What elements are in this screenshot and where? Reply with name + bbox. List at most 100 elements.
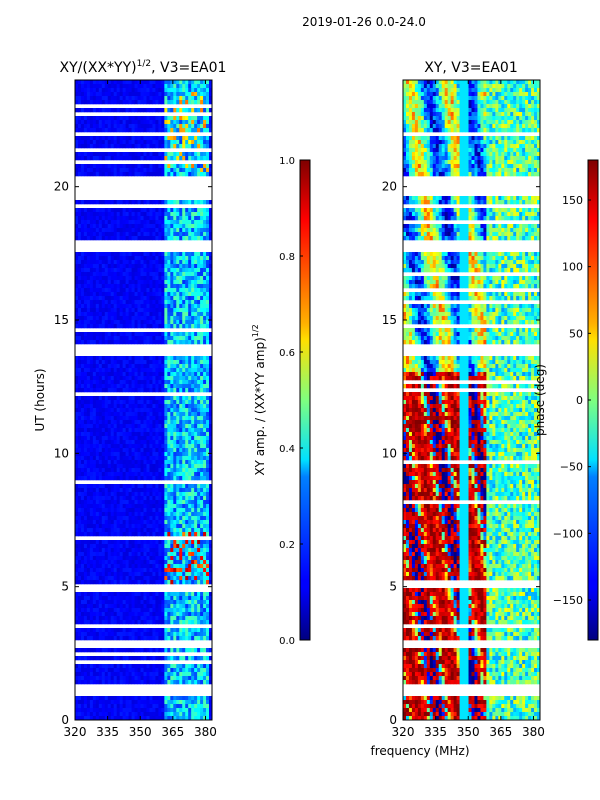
heatmap-row [75,324,213,329]
heatmap-row [75,336,213,341]
heatmap-row [403,716,541,721]
heatmap-row [403,256,541,261]
heatmap-row [75,636,213,641]
figure-suptitle: 2019-01-26 0.0-24.0 [302,15,426,29]
heatmap-row [75,572,213,577]
heatmap-row [403,368,541,373]
heatmap-row [403,616,541,621]
heatmap-row [403,628,541,633]
heatmap-row [403,104,541,109]
heatmap-row [75,208,213,213]
heatmap-row [403,292,541,297]
heatmap-row [75,676,213,681]
heatmap-row [75,468,213,473]
heatmap-row [403,472,541,477]
heatmap-row [75,664,213,669]
heatmap-row [403,552,541,557]
heatmap-row [403,120,541,125]
heatmap-row [403,196,541,201]
amplitude-heatmap [75,80,213,721]
heatmap-row [75,228,213,233]
heatmap-row [403,408,541,413]
colorbar-tick-label: 50 [569,327,583,340]
heatmap-row [403,392,541,397]
colorbar-tick-label: 100 [562,261,583,274]
heatmap-row [75,680,213,685]
heatmap-row [75,264,213,269]
heatmap-row [75,368,213,373]
heatmap-row [403,96,541,101]
heatmap-row [403,528,541,533]
heatmap-row [75,596,213,601]
heatmap-row [403,676,541,681]
heatmap-row [403,536,541,541]
y-tick-label: 0 [61,713,69,727]
phase-colorbar-label: phase (deg) [533,364,547,436]
heatmap-row [75,544,213,549]
heatmap-row [75,136,213,141]
heatmap-row [403,540,541,545]
heatmap-row [403,296,541,301]
heatmap-row [403,316,541,321]
heatmap-row [75,340,213,345]
heatmap-row [75,284,213,289]
heatmap-row [403,332,541,337]
heatmap-row [403,464,541,469]
heatmap-row [75,400,213,405]
heatmap-row [75,420,213,425]
heatmap-row [75,380,213,385]
heatmap-row [75,608,213,613]
heatmap-row [403,636,541,641]
x-tick-label: 380 [194,725,217,739]
heatmap-row [403,444,541,449]
heatmap-row [75,280,213,285]
heatmap-row [403,400,541,405]
heatmap-row [403,264,541,269]
heatmap-row [403,608,541,613]
heatmap-row [75,80,213,85]
heatmap-row [403,476,541,481]
colorbar-tick-label: −150 [553,594,583,607]
heatmap-row [403,508,541,513]
phase-panel: XY, V3=EA01 320 335 350 365 380 0 5 10 15 20 [382,60,545,739]
heatmap-row [75,712,213,717]
amplitude-axes-frame [74,79,213,721]
heatmap-row [75,292,213,297]
heatmap-row [75,416,213,421]
heatmap-row [75,540,213,545]
colorbar-tick-label: 0 [576,394,583,407]
heatmap-row [75,580,213,585]
heatmap-row [75,716,213,721]
heatmap-row [75,356,213,361]
heatmap-row [75,172,213,177]
heatmap-row [75,424,213,429]
heatmap-row [403,620,541,625]
heatmap-row [403,320,541,325]
heatmap-row [403,568,541,573]
heatmap-row [403,84,541,89]
colorbar-tick-label: 0.2 [279,540,295,551]
heatmap-row [403,312,541,317]
heatmap-row [75,300,213,305]
heatmap-row [403,304,541,309]
heatmap-row [75,296,213,301]
y-tick-label: 10 [54,446,69,460]
heatmap-row [75,460,213,465]
heatmap-row [403,424,541,429]
heatmap-row [75,524,213,529]
y-tick-label: 5 [61,580,69,594]
amplitude-colorbar-ticks: 0.0 0.2 0.4 0.6 0.8 1.0 [279,156,303,647]
amplitude-x-ticks: 320 335 350 365 380 [64,80,217,739]
colorbar-tick-label: 0.0 [279,636,295,647]
heatmap-row [403,80,541,85]
heatmap-row [403,116,541,121]
heatmap-row [403,588,541,593]
x-tick-label: 365 [489,725,512,739]
heatmap-row [403,108,541,113]
heatmap-row [75,568,213,573]
heatmap-row [403,612,541,617]
heatmap-row [75,144,213,149]
heatmap-row [75,452,213,457]
heatmap-row [75,496,213,501]
heatmap-row [75,256,213,261]
